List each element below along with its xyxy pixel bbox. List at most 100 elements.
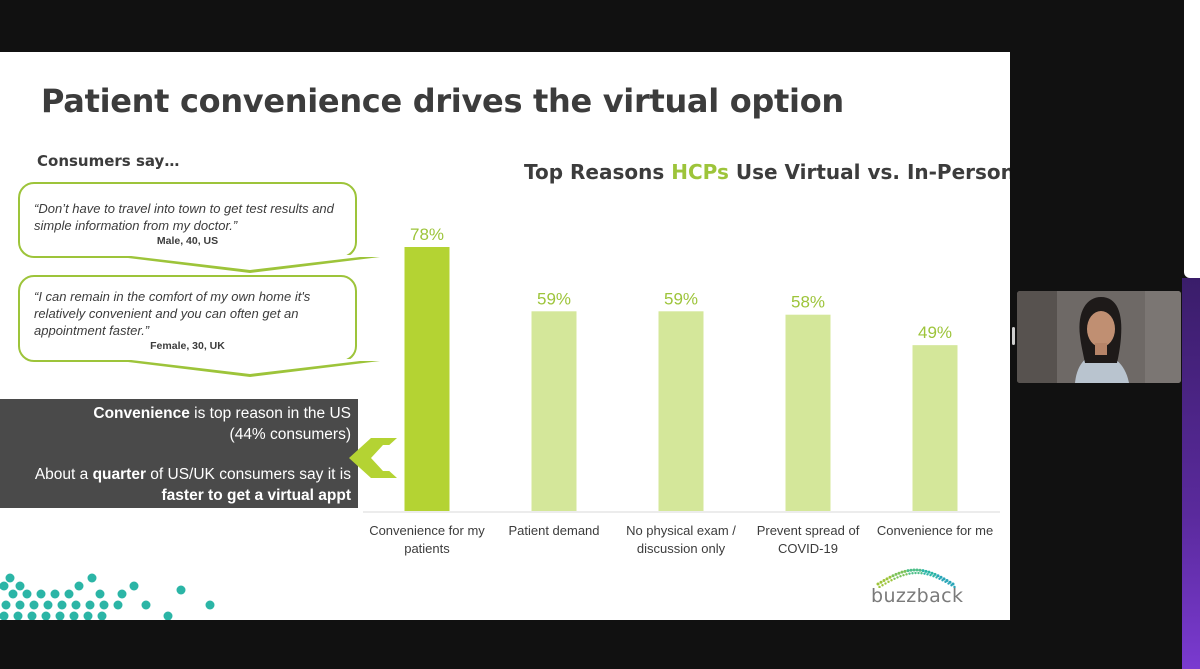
category-label: COVID-19 [778, 541, 838, 556]
consumers-say-heading: Consumers say… [37, 152, 180, 170]
decorative-dot [95, 589, 105, 599]
callout-box: Convenience is top reason in the US (44%… [0, 399, 358, 508]
logo-text: buzzback [871, 585, 964, 607]
logo-dot [878, 585, 881, 589]
chart-title-text: Use Virtual vs. In-Person [728, 160, 1010, 184]
callout-highlight-faster: faster to get a virtual appt [161, 487, 351, 504]
decorative-dot [83, 611, 93, 620]
logo-dot [887, 580, 890, 584]
decorative-dot [71, 600, 81, 610]
bar-value-label: 58% [791, 293, 825, 312]
decorative-dot [15, 581, 25, 591]
bar-value-label: 59% [537, 289, 571, 308]
logo-dot [888, 575, 892, 579]
callout-text: About a [34, 466, 93, 483]
decorative-dot [5, 573, 15, 583]
logo-dot [918, 568, 922, 572]
bubble-tail [120, 255, 380, 273]
logo-dot [912, 568, 916, 572]
decorative-dot [50, 589, 60, 599]
decorative-dot [117, 589, 127, 599]
logo-dot [930, 571, 934, 575]
bar-1 [531, 311, 577, 511]
decorative-dot [113, 600, 123, 610]
quote-text-1: “Don’t have to travel into town to get t… [34, 201, 334, 233]
logo-dot [902, 573, 905, 577]
logo-dot [876, 582, 880, 586]
desktop-wallpaper [1182, 278, 1200, 669]
chart-title: Top Reasons HCPs Use Virtual vs. In-Pers… [524, 160, 1010, 184]
bar-chart: 78% Convenience for my patients 59% Patient … [363, 225, 1000, 556]
logo-dot [896, 576, 899, 579]
bar-0 [404, 247, 450, 511]
callout-highlight-quarter: quarter [92, 466, 146, 483]
logo-dot [924, 569, 928, 573]
decorative-dot [22, 589, 32, 599]
logo-dot [929, 573, 932, 577]
decorative-dot [36, 589, 46, 599]
decorative-dot [87, 573, 97, 583]
category-label: discussion only [637, 541, 726, 556]
chevron-left-icon [349, 438, 397, 478]
logo-dot [900, 570, 904, 574]
logo-dot [923, 572, 926, 575]
category-label: Patient demand [508, 523, 599, 538]
decorative-dot [15, 600, 25, 610]
bar-value-label: 49% [918, 323, 952, 342]
slide-title: Patient convenience drives the virtual o… [41, 82, 844, 120]
decorative-dot [176, 585, 186, 595]
category-label: Prevent spread of [757, 523, 860, 538]
logo-dot [948, 580, 952, 584]
logo-arc-icon [876, 568, 956, 589]
logo-dot [882, 579, 886, 583]
panel-resize-handle[interactable] [1012, 327, 1015, 345]
logo-dot [879, 580, 883, 584]
bar-value-label: 78% [410, 225, 444, 244]
logo-dot [906, 569, 910, 573]
decorative-dot [69, 611, 79, 620]
logo-dot [894, 572, 898, 576]
quote-attribution-1: Male, 40, US [156, 235, 219, 247]
background-window-fragment [1184, 0, 1200, 278]
decorative-dot [141, 600, 151, 610]
logo-dot [908, 572, 911, 575]
buzzback-logo: buzzback [868, 564, 968, 616]
chart-title-text: Top Reasons [524, 160, 672, 184]
chart-title-accent: HCPs [671, 160, 729, 184]
logo-dot [951, 582, 955, 586]
presentation-slide: Patient convenience drives the virtual o… [0, 52, 1010, 620]
category-label: Convenience for me [877, 523, 993, 538]
logo-dot [893, 577, 896, 580]
logo-dot [936, 574, 940, 578]
decorative-dot [0, 611, 9, 620]
callout-text: (44% consumers) [229, 426, 351, 443]
logo-dot [953, 585, 956, 589]
quote-text-2: “I can remain in the comfort of my own h… [34, 289, 311, 338]
decorative-dot [64, 589, 74, 599]
logo-dot [881, 584, 884, 587]
logo-dot [915, 568, 919, 572]
decorative-dot [27, 611, 37, 620]
bubble-tail [120, 359, 380, 377]
bar-2 [658, 311, 704, 511]
logo-dot [933, 572, 937, 576]
logo-dot [942, 577, 946, 581]
category-label: No physical exam / [626, 523, 736, 538]
logo-dot [899, 575, 902, 578]
participant-video-tile[interactable] [1017, 291, 1181, 383]
decorative-dot [55, 611, 65, 620]
decorative-dot [85, 600, 95, 610]
logo-dot [890, 579, 893, 582]
bar-3 [785, 314, 831, 511]
category-label: Convenience for my [369, 523, 485, 538]
decorative-dot [74, 581, 84, 591]
logo-dot [891, 574, 895, 578]
logo-dot [905, 573, 908, 576]
decorative-dot [97, 611, 107, 620]
quote-attribution-2: Female, 30, UK [150, 340, 225, 352]
quote-bubble-2: “I can remain in the comfort of my own h… [18, 275, 380, 377]
logo-dot [884, 582, 887, 585]
decorative-dots [0, 573, 215, 620]
decorative-dot [8, 589, 18, 599]
logo-dot [914, 571, 917, 575]
